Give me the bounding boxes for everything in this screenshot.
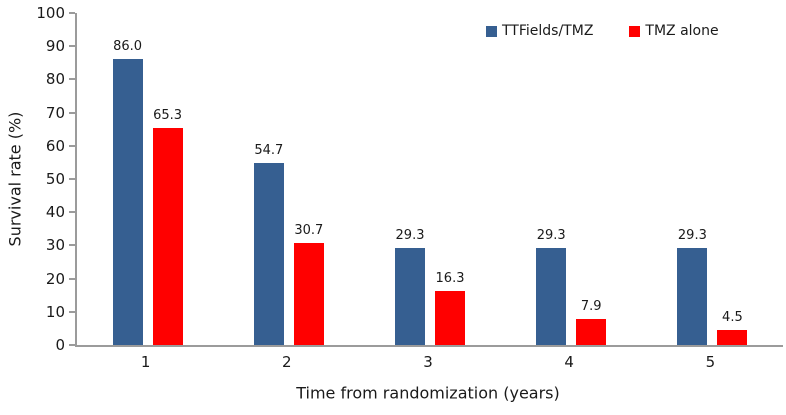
bar-tmz-alone-year-2 <box>293 243 324 345</box>
bar-tmz-alone-year-1 <box>152 128 183 345</box>
y-tick-mark <box>69 277 75 280</box>
x-axis-title: Time from randomization (years) <box>296 383 560 403</box>
legend-marker-tmz-alone <box>629 25 641 37</box>
bar-value-label-ttfields-tmz-year-1: 86.0 <box>113 39 143 55</box>
bar-value-label-tmz-alone-year-1: 65.3 <box>153 108 183 124</box>
plot-area: 86.0 65.3 54.7 30.7 29.3 16.3 29.3 7.9 29.3 4.5 <box>69 12 783 347</box>
bar-ttfields-tmz-year-2 <box>253 163 284 345</box>
bar-value-label-ttfields-tmz-year-5: 29.3 <box>677 227 707 243</box>
y-tick-label: 90 <box>45 37 65 56</box>
y-tick-mark <box>69 178 75 180</box>
bar-tmz-alone-year-4 <box>576 318 607 345</box>
y-tick-mark <box>69 12 75 14</box>
bar-tmz-alone-year-5 <box>717 330 748 345</box>
bar-tmz-alone-year-3 <box>435 290 465 345</box>
bar-value-label-ttfields-tmz-year-4: 29.3 <box>536 227 566 243</box>
bar-ttfields-tmz-year-1 <box>112 59 143 345</box>
y-tick-mark <box>69 211 75 214</box>
bar-value-label-tmz-alone-year-2: 30.7 <box>294 223 324 239</box>
y-tick-label: 0 <box>55 336 65 354</box>
bar-value-label-ttfields-tmz-year-2: 54.7 <box>254 143 284 159</box>
y-tick-label: 70 <box>45 103 65 122</box>
x-tick-label-year-1: 1 <box>140 353 151 371</box>
legend-item-tmz-alone: TMZ alone <box>629 23 719 39</box>
legend: TTFields/TMZ TMZ alone <box>486 23 719 39</box>
bar-value-label-ttfields-tmz-year-3: 29.3 <box>395 227 425 243</box>
legend-item-ttfields-tmz: TTFields/TMZ <box>486 23 593 39</box>
y-tick-mark <box>69 144 75 147</box>
legend-label-tmz-alone: TMZ alone <box>645 23 719 39</box>
y-axis-title: Survival rate (%) <box>5 111 25 247</box>
bar-ttfields-tmz-year-3 <box>395 247 425 345</box>
x-tick-label-year-3: 3 <box>423 353 433 371</box>
y-tick-label: 10 <box>45 302 65 321</box>
legend-label-ttfields-tmz: TTFields/TMZ <box>502 23 594 39</box>
x-tick-label-year-4: 4 <box>564 353 574 371</box>
y-tick-label: 60 <box>45 136 65 155</box>
bar-ttfields-tmz-year-5 <box>677 247 708 345</box>
x-tick-label-year-5: 5 <box>705 353 716 371</box>
x-tick-label-year-2: 2 <box>282 353 292 371</box>
bar-value-label-tmz-alone-year-4: 7.9 <box>580 298 602 314</box>
y-tick-label: 30 <box>45 236 65 255</box>
y-tick-label: 100 <box>36 4 65 22</box>
y-tick-mark <box>69 310 75 313</box>
y-tick-mark <box>69 45 75 48</box>
y-tick-label: 80 <box>45 70 65 89</box>
y-tick-label: 40 <box>45 203 65 222</box>
bar-ttfields-tmz-year-4 <box>536 247 567 345</box>
y-tick-label: 50 <box>45 170 65 188</box>
y-tick-mark <box>69 244 75 247</box>
y-tick-label: 20 <box>45 269 65 288</box>
y-tick-mark <box>69 78 75 81</box>
legend-marker-ttfields-tmz <box>486 25 497 37</box>
bar-value-label-tmz-alone-year-3: 16.3 <box>435 270 465 286</box>
y-tick-mark <box>69 344 75 346</box>
y-tick-mark <box>69 111 75 114</box>
bar-value-label-tmz-alone-year-5: 4.5 <box>722 310 743 326</box>
